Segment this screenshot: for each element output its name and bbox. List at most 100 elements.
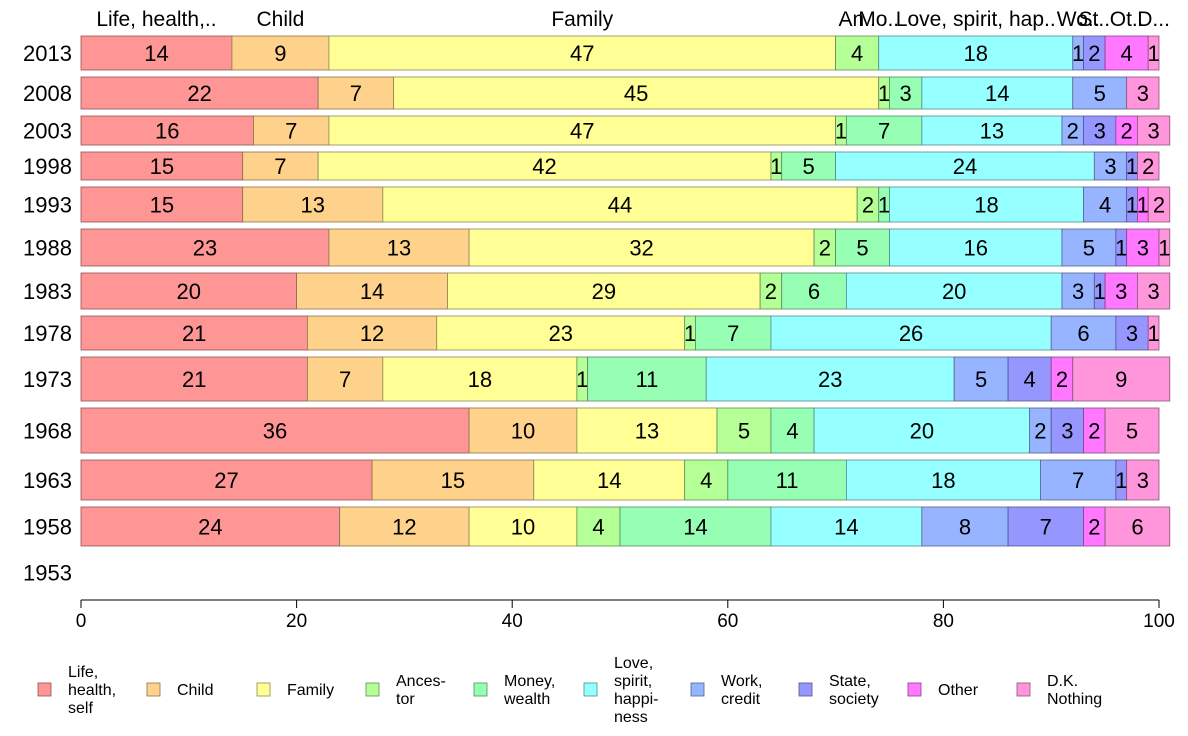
bar-segment [1104, 272, 1138, 310]
data-label: 1 [878, 81, 890, 106]
legend-swatch [146, 682, 161, 697]
bar-segment [1137, 115, 1171, 146]
bar-segment [1115, 315, 1149, 351]
legend-label-line: Love, [614, 655, 653, 672]
x-tick-label: 80 [933, 611, 954, 632]
data-label: 7 [339, 367, 351, 392]
bar-segment [1126, 228, 1160, 267]
data-label: 3 [1104, 154, 1116, 179]
legend-label: Money, wealth [503, 673, 555, 708]
data-label: 1 [1147, 41, 1159, 66]
data-label: 3 [1072, 279, 1084, 304]
legend-label: D.K. Nothing [1047, 673, 1102, 708]
data-label: 10 [511, 419, 535, 444]
data-label: 7 [727, 321, 739, 346]
data-label: 20 [942, 279, 966, 304]
category-label: Child [257, 8, 305, 31]
bar-segment [1083, 115, 1117, 146]
data-label: 1 [1094, 279, 1106, 304]
data-label: 3 [1126, 321, 1138, 346]
bar-segment [242, 151, 319, 181]
bar-segment [80, 506, 341, 547]
data-label: 14 [144, 41, 168, 66]
legend-label: Love, spirit, happi-ness [614, 655, 658, 726]
data-label: 2 [819, 236, 831, 261]
data-label: 13 [635, 419, 659, 444]
bar-segment [1104, 506, 1171, 547]
data-label: 1 [1115, 236, 1127, 261]
legend-swatch [37, 682, 52, 697]
bar-row: 16 7 47 1 7 13 2 3 2 3 [80, 115, 1171, 146]
legend-label-line: ness [614, 709, 648, 726]
bar-segment [317, 76, 395, 110]
bar-segment [80, 186, 244, 223]
bar-segment [1072, 356, 1171, 402]
legend-label: State, society [829, 673, 879, 708]
bars: 14 9 47 4 18 1 2 4 122 7 45 1 3 14 5 316 7 47 1 7 13 2 3 2 315 7 4… [80, 35, 1171, 547]
bar-segment [80, 115, 254, 146]
legend-label-line: spirit, [614, 673, 652, 690]
legend-swatch [1016, 682, 1031, 697]
bar-segment [306, 315, 438, 351]
bar-segment [705, 356, 955, 402]
legend-item: Ances-tor [365, 673, 446, 708]
data-label: 11 [636, 367, 659, 392]
legend-label-line: society [829, 691, 879, 708]
legend-label-line: happi- [614, 691, 658, 708]
bar-segment [1093, 151, 1128, 181]
data-label: 15 [441, 468, 465, 493]
year-label: 2013 [23, 41, 72, 66]
legend-swatch [256, 682, 271, 697]
data-label: 16 [155, 119, 179, 144]
legend-item: Work, credit [690, 673, 762, 708]
data-label: 4 [1099, 193, 1111, 218]
data-label: 47 [570, 119, 594, 144]
data-label: 2 [1056, 367, 1068, 392]
legend-label-line: Money, [504, 673, 555, 690]
legend-label-line: tor [396, 691, 415, 708]
legend-swatch [798, 682, 813, 697]
bar-segment [371, 459, 535, 501]
bar-segment [296, 272, 448, 310]
bar-segment [306, 356, 384, 402]
legend-swatch [365, 682, 380, 697]
legend-item: Life, health, self [37, 664, 116, 717]
bar-segment [813, 407, 1031, 454]
data-label: 1 [684, 321, 696, 346]
bar-segment [1158, 228, 1171, 267]
legend-item: Other [907, 682, 979, 699]
category-label: Love, spirit, hap.. [896, 8, 1056, 31]
bar-segment [231, 35, 330, 71]
data-label: 1 [1158, 236, 1170, 261]
bar-row: 20 14 29 2 6 20 3 1 3 3 [80, 272, 1171, 310]
data-label: 18 [468, 367, 492, 392]
data-label: 15 [150, 154, 174, 179]
bar-segment [328, 35, 837, 71]
bar-segment [576, 407, 718, 454]
legend-swatch [907, 682, 922, 697]
legend-swatch [583, 682, 598, 697]
bar-segment [242, 186, 384, 223]
category-label: Mo.. [858, 8, 899, 31]
data-label: 9 [274, 41, 286, 66]
data-label: 15 [150, 193, 174, 218]
bar-segment [716, 407, 772, 454]
bar-row: 15 7 42 1 5 24 3 1 2 [80, 151, 1160, 181]
data-label: 13 [387, 236, 411, 261]
legend-swatch [690, 682, 705, 697]
year-label: 2003 [23, 119, 72, 144]
category-label: St.. [1079, 8, 1111, 31]
data-label: 32 [629, 236, 653, 261]
data-label: 7 [1040, 515, 1052, 540]
data-label: 14 [683, 515, 707, 540]
year-label: 1963 [23, 468, 72, 493]
data-label: 6 [1131, 515, 1143, 540]
bar-segment [781, 272, 847, 310]
year-label: 1953 [23, 561, 72, 586]
data-label: 26 [899, 321, 923, 346]
year-labels: 2013 2008 2003 1998 1993 1988 1983 1978 1973 1968… [23, 41, 72, 586]
data-label: 5 [803, 154, 815, 179]
year-label: 1983 [23, 279, 72, 304]
data-label: 12 [392, 515, 416, 540]
data-label: 1 [1126, 193, 1138, 218]
